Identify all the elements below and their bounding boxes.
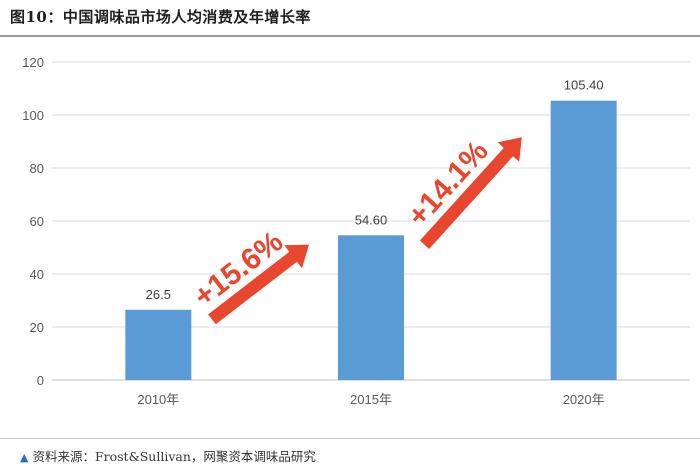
growth-arrow: +14.1%	[401, 134, 524, 252]
data-label: 54.60	[355, 212, 388, 227]
triangle-icon: ▲	[20, 451, 29, 464]
x-axis-ticks: 2010年 2015年 2020年	[137, 392, 604, 407]
y-tick-label: 20	[30, 320, 44, 335]
growth-arrow: +15.6%	[187, 224, 312, 327]
data-label: 26.5	[146, 287, 171, 302]
bars	[125, 100, 617, 380]
y-tick-label: 60	[30, 214, 44, 229]
arrow-shape	[417, 135, 524, 252]
y-tick-label: 80	[30, 161, 44, 176]
source-text: 资料来源：Frost&Sullivan，网聚资本调味品研究	[32, 449, 316, 464]
y-tick-label: 120	[22, 55, 44, 70]
x-tick-label: 2010年	[137, 392, 179, 407]
y-tick-label: 100	[22, 108, 44, 123]
source-note: ▲ 资料来源：Frost&Sullivan，网聚资本调味品研究	[20, 446, 316, 465]
arrow-shape	[206, 243, 312, 327]
data-labels: 26.5 54.60 105.40	[146, 78, 604, 302]
title-divider	[0, 35, 700, 37]
bar	[125, 309, 192, 380]
bar	[338, 235, 404, 380]
data-label: 105.40	[564, 78, 604, 93]
figure-title: 图10：中国调味品市场人均消费及年增长率	[10, 8, 311, 26]
bar	[550, 100, 617, 380]
y-tick-label: 40	[30, 267, 44, 282]
x-tick-label: 2015年	[350, 392, 392, 407]
y-tick-label: 0	[37, 373, 44, 388]
x-tick-label: 2020年	[563, 392, 605, 407]
y-axis-ticks: 0 20 40 60 80 100 120	[22, 55, 44, 388]
footer-divider	[0, 438, 700, 439]
